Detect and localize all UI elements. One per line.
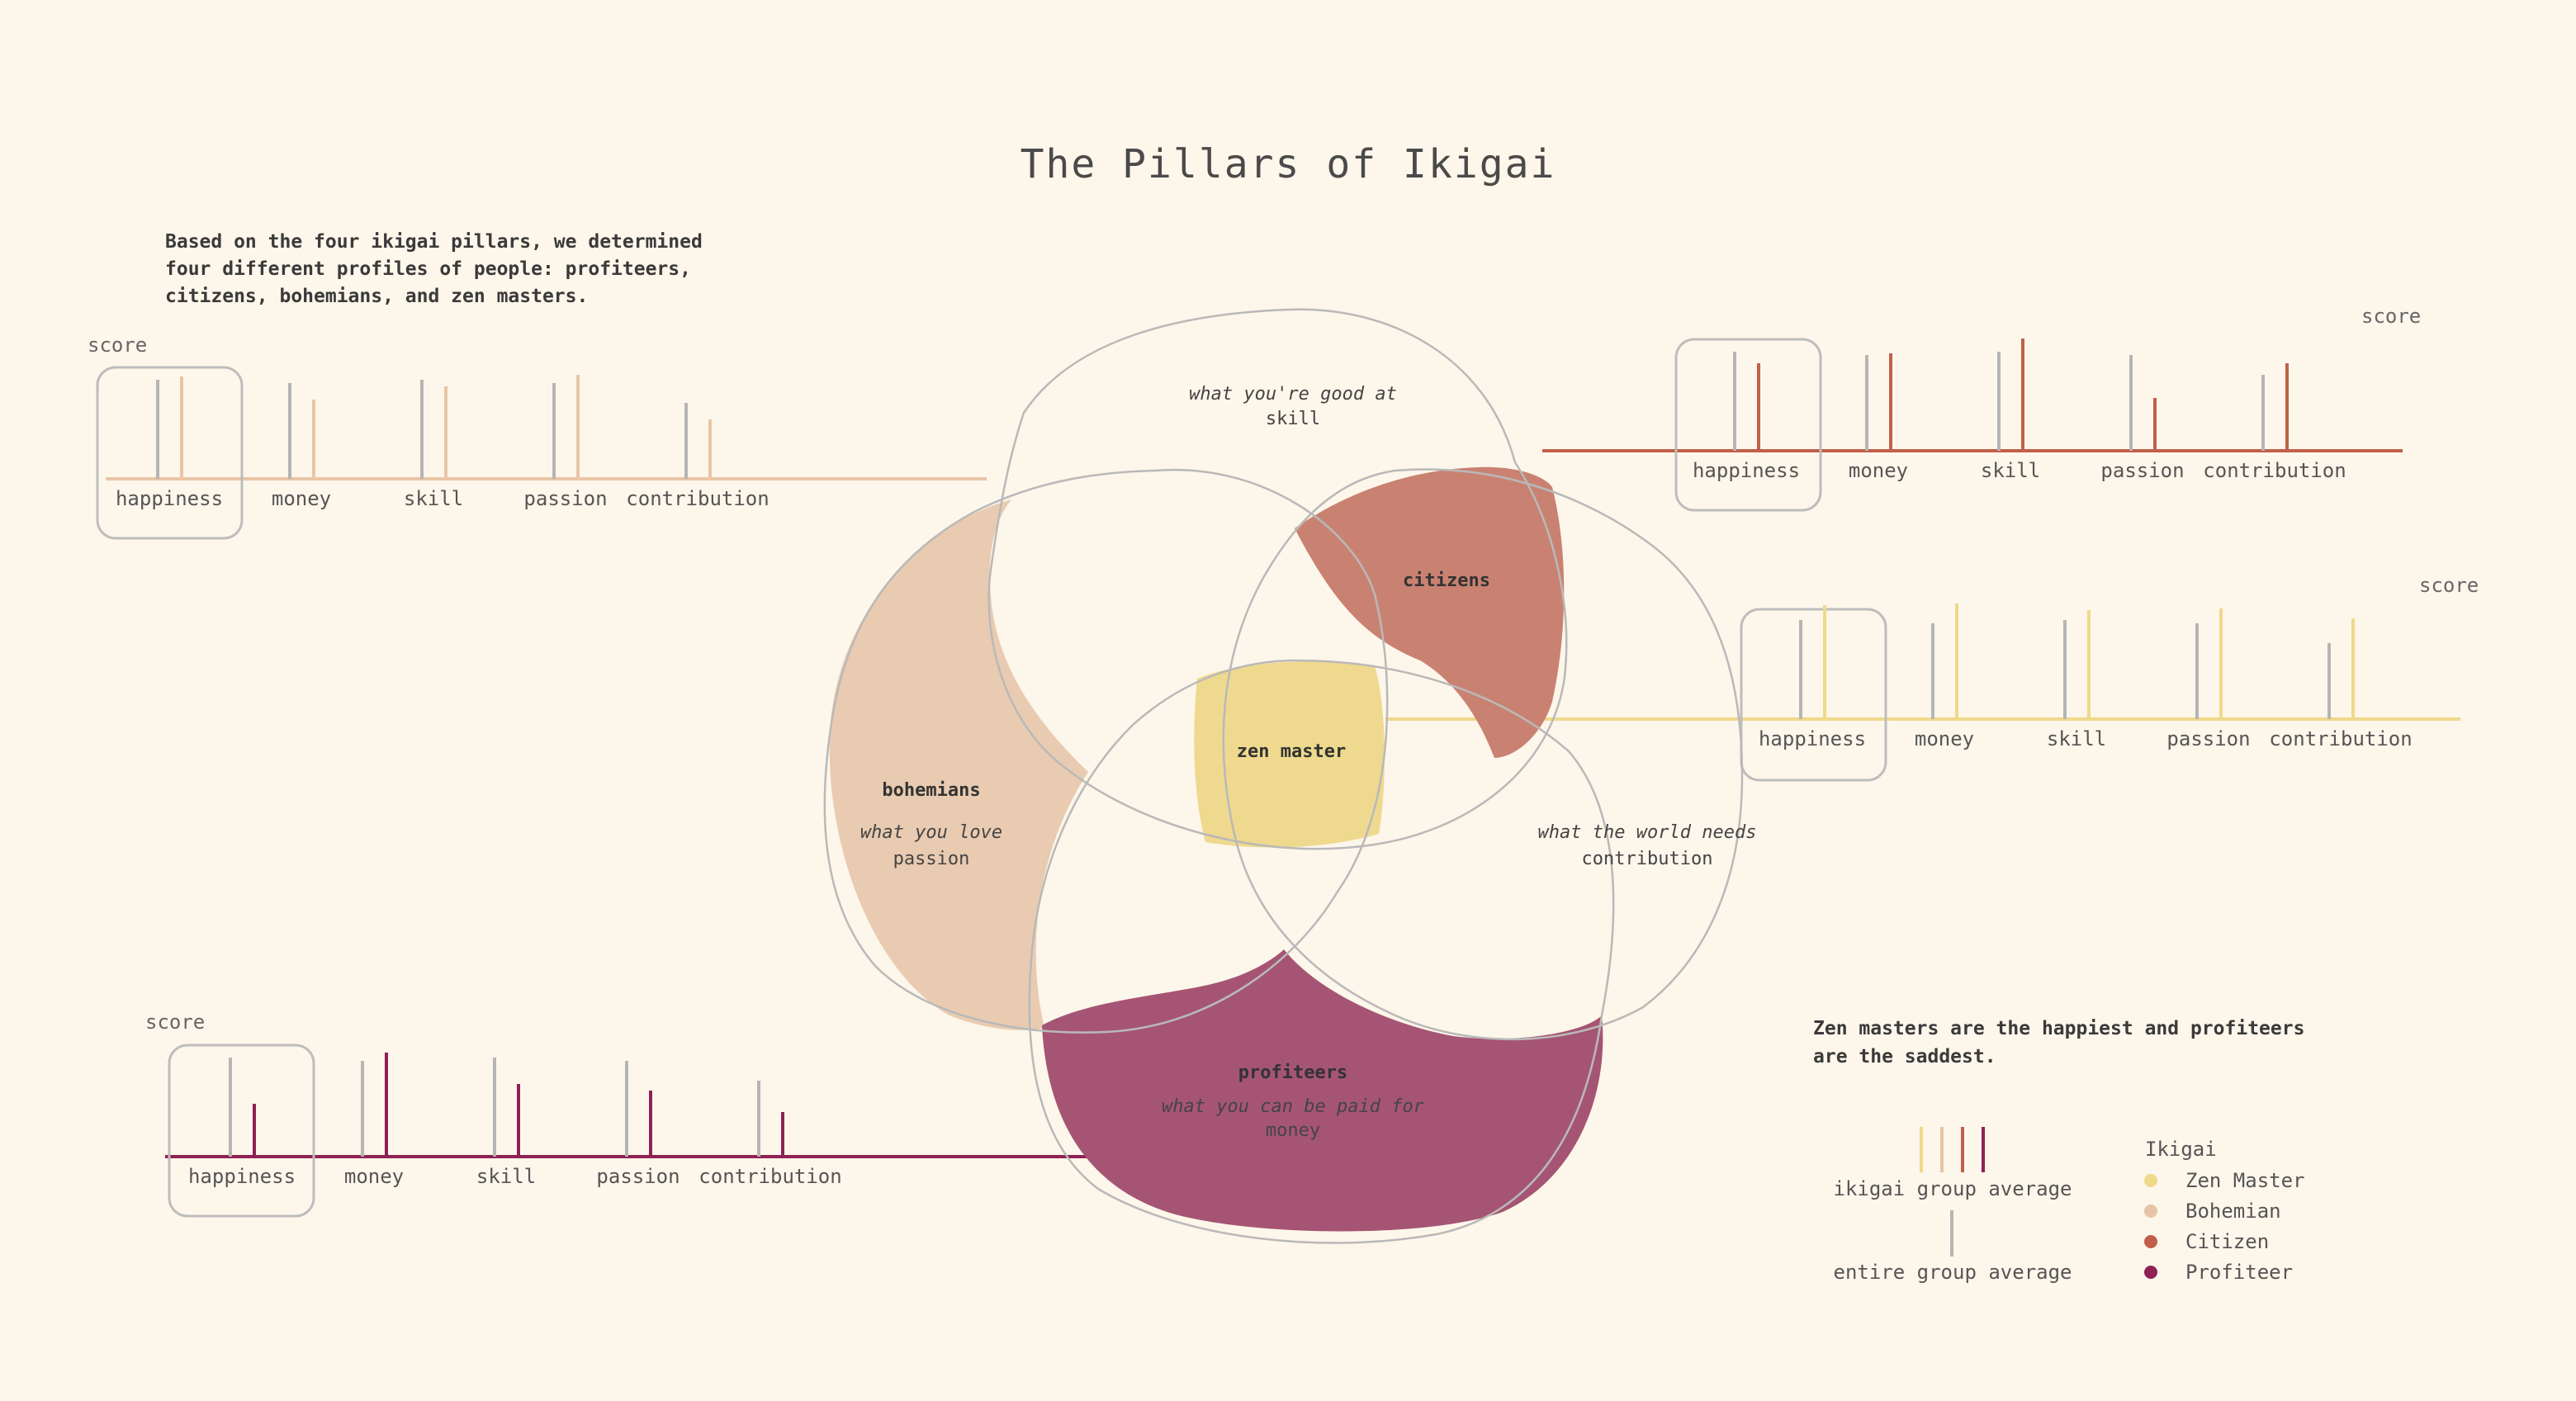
contribution-title: what the world needs xyxy=(1538,822,1757,843)
conclusion-text: Zen masters are the happiest and profite… xyxy=(1813,1018,2304,1067)
legend-label-citizen: Citizen xyxy=(2185,1230,2269,1253)
legend-dot-citizen xyxy=(2144,1235,2157,1248)
skill-sub: skill xyxy=(1266,409,1320,429)
legend-item-zen-master: Zen Master xyxy=(2144,1169,2305,1192)
page-title: The Pillars of Ikigai xyxy=(1020,141,1556,187)
profiteer-region xyxy=(1042,949,1603,1232)
zen-master-highlight-box xyxy=(1741,609,1886,780)
money-title: what you can be paid for xyxy=(1162,1096,1425,1117)
zen-master-passion-label: passion xyxy=(2166,727,2250,750)
bohemian-highlight-box xyxy=(97,367,242,538)
intro-text: Based on the four ikigai pillars, we det… xyxy=(165,231,703,307)
zen-master-skill-label: skill xyxy=(2047,727,2106,750)
citizen-contribution-label: contribution xyxy=(2203,459,2346,482)
bohemian-money-label: money xyxy=(272,487,331,510)
conclusion-line: Zen masters are the happiest and profite… xyxy=(1813,1018,2304,1039)
legend-item-profiteer: Profiteer xyxy=(2144,1261,2293,1284)
citizen-skill-label: skill xyxy=(1981,459,2040,482)
legend-dot-zen-master xyxy=(2144,1174,2157,1187)
bohemian-score-label: score xyxy=(88,334,147,357)
bohemians-label: bohemians xyxy=(882,780,980,801)
legend-item-bohemian: Bohemian xyxy=(2144,1200,2281,1223)
legend-title: Ikigai xyxy=(2145,1138,2217,1161)
contribution-sub: contribution xyxy=(1582,849,1713,869)
citizens-label: citizens xyxy=(1403,570,1490,591)
profiteer-happiness-label: happiness xyxy=(188,1165,296,1188)
bohemian-skill-label: skill xyxy=(404,487,463,510)
zen-master-happiness-label: happiness xyxy=(1759,727,1866,750)
bohemian-contribution-label: contribution xyxy=(626,487,769,510)
bohemian-score-chart: score happiness money skill passion contribut… xyxy=(88,334,987,538)
profiteer-passion-label: passion xyxy=(596,1165,680,1188)
profiteer-contribution-label: contribution xyxy=(698,1165,841,1188)
legend-item-citizen: Citizen xyxy=(2144,1230,2269,1253)
profiteer-highlight-box xyxy=(169,1045,314,1216)
citizen-highlight-box xyxy=(1676,339,1821,510)
zen-master-contribution-label: contribution xyxy=(2269,727,2412,750)
intro-line: citizens, bohemians, and zen masters. xyxy=(165,286,588,307)
bohemian-region xyxy=(830,499,1088,1030)
zen-master-money-label: money xyxy=(1915,727,1974,750)
passion-title: what you love xyxy=(860,822,1002,843)
citizen-score-label: score xyxy=(2361,305,2421,328)
intro-line: four different profiles of people: profi… xyxy=(165,258,691,280)
legend-entire-average-label: entire group average xyxy=(1834,1261,2072,1284)
legend: ikigai group average entire group averag… xyxy=(1834,1127,2305,1284)
citizen-money-label: money xyxy=(1849,459,1908,482)
legend-label-profiteer: Profiteer xyxy=(2185,1261,2293,1284)
conclusion-line: are the saddest. xyxy=(1813,1046,1996,1067)
profiteer-score-chart: score happiness money skill passion contribut… xyxy=(145,1011,1182,1216)
profiteers-label: profiteers xyxy=(1238,1063,1347,1083)
bohemian-happiness-label: happiness xyxy=(116,487,223,510)
legend-label-zen-master: Zen Master xyxy=(2185,1169,2305,1192)
legend-dot-bohemian xyxy=(2144,1205,2157,1218)
profiteer-money-label: money xyxy=(344,1165,404,1188)
citizen-happiness-label: happiness xyxy=(1693,459,1800,482)
bohemian-passion-label: passion xyxy=(523,487,607,510)
skill-title: what you're good at xyxy=(1189,384,1397,405)
citizen-score-chart: score happiness money skill passion contribut… xyxy=(1542,305,2421,510)
intro-line: Based on the four ikigai pillars, we det… xyxy=(165,231,703,253)
legend-label-bohemian: Bohemian xyxy=(2185,1200,2281,1223)
profiteer-score-label: score xyxy=(145,1011,205,1034)
zen-master-score-label: score xyxy=(2419,574,2479,597)
citizen-passion-label: passion xyxy=(2100,459,2184,482)
money-sub: money xyxy=(1266,1120,1320,1141)
legend-dot-profiteer xyxy=(2144,1266,2157,1279)
profiteer-skill-label: skill xyxy=(476,1165,536,1188)
legend-group-average-label: ikigai group average xyxy=(1834,1177,2072,1200)
passion-sub: passion xyxy=(893,849,970,869)
zen-master-label: zen master xyxy=(1237,741,1346,762)
